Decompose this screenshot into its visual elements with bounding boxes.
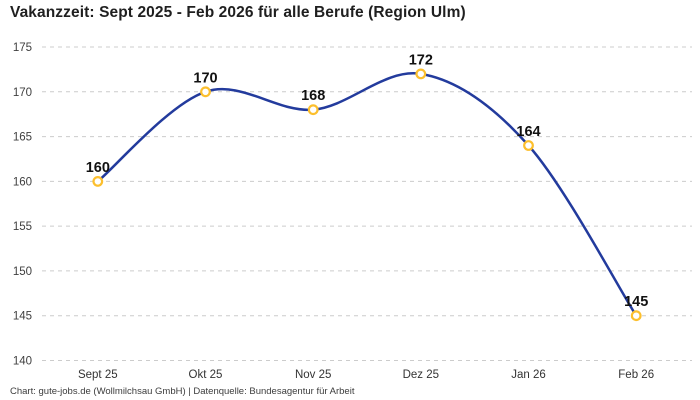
series-line bbox=[96, 72, 638, 317]
data-point-marker-Jan 26 bbox=[523, 140, 534, 151]
data-point-marker-Sept 25 bbox=[92, 175, 104, 187]
x-tick-label-6: Feb 26 bbox=[618, 369, 654, 381]
data-point-label-Jan 26: 164 bbox=[516, 124, 540, 140]
data-point-label-Feb 26: 145 bbox=[624, 294, 648, 310]
data-point-label-Okt 25: 170 bbox=[193, 70, 217, 86]
x-tick-label-4: Dez 25 bbox=[403, 369, 439, 381]
chart-credit: Chart: gute-jobs.de (Wollmilchsau GmbH) … bbox=[10, 386, 355, 397]
data-point-marker-Okt 25 bbox=[200, 86, 211, 98]
x-tick-label-1: Sept 25 bbox=[78, 369, 118, 381]
data-point-label-Dez 25: 172 bbox=[409, 52, 433, 68]
y-tick-label-150: 150 bbox=[13, 266, 32, 278]
y-tick-label-170: 170 bbox=[13, 87, 32, 99]
x-tick-label-2: Okt 25 bbox=[189, 369, 223, 381]
data-point-label-Sept 25: 160 bbox=[86, 160, 110, 176]
y-tick-label-175: 175 bbox=[13, 42, 32, 54]
y-tick-label-160: 160 bbox=[13, 176, 32, 188]
chart-title: Vakanzzeit: Sept 2025 - Feb 2026 für all… bbox=[10, 4, 466, 21]
y-tick-label-145: 145 bbox=[13, 311, 32, 323]
y-tick-label-165: 165 bbox=[13, 132, 32, 144]
data-point-marker-Dez 25 bbox=[415, 68, 427, 80]
x-tick-label-5: Jan 26 bbox=[511, 369, 546, 381]
data-point-marker-Nov 25 bbox=[307, 104, 319, 116]
x-tick-label-3: Nov 25 bbox=[295, 369, 331, 381]
data-point-label-Nov 25: 168 bbox=[301, 88, 325, 104]
y-tick-label-140: 140 bbox=[13, 356, 32, 368]
data-point-marker-Feb 26 bbox=[630, 310, 642, 322]
y-tick-label-155: 155 bbox=[13, 221, 32, 233]
